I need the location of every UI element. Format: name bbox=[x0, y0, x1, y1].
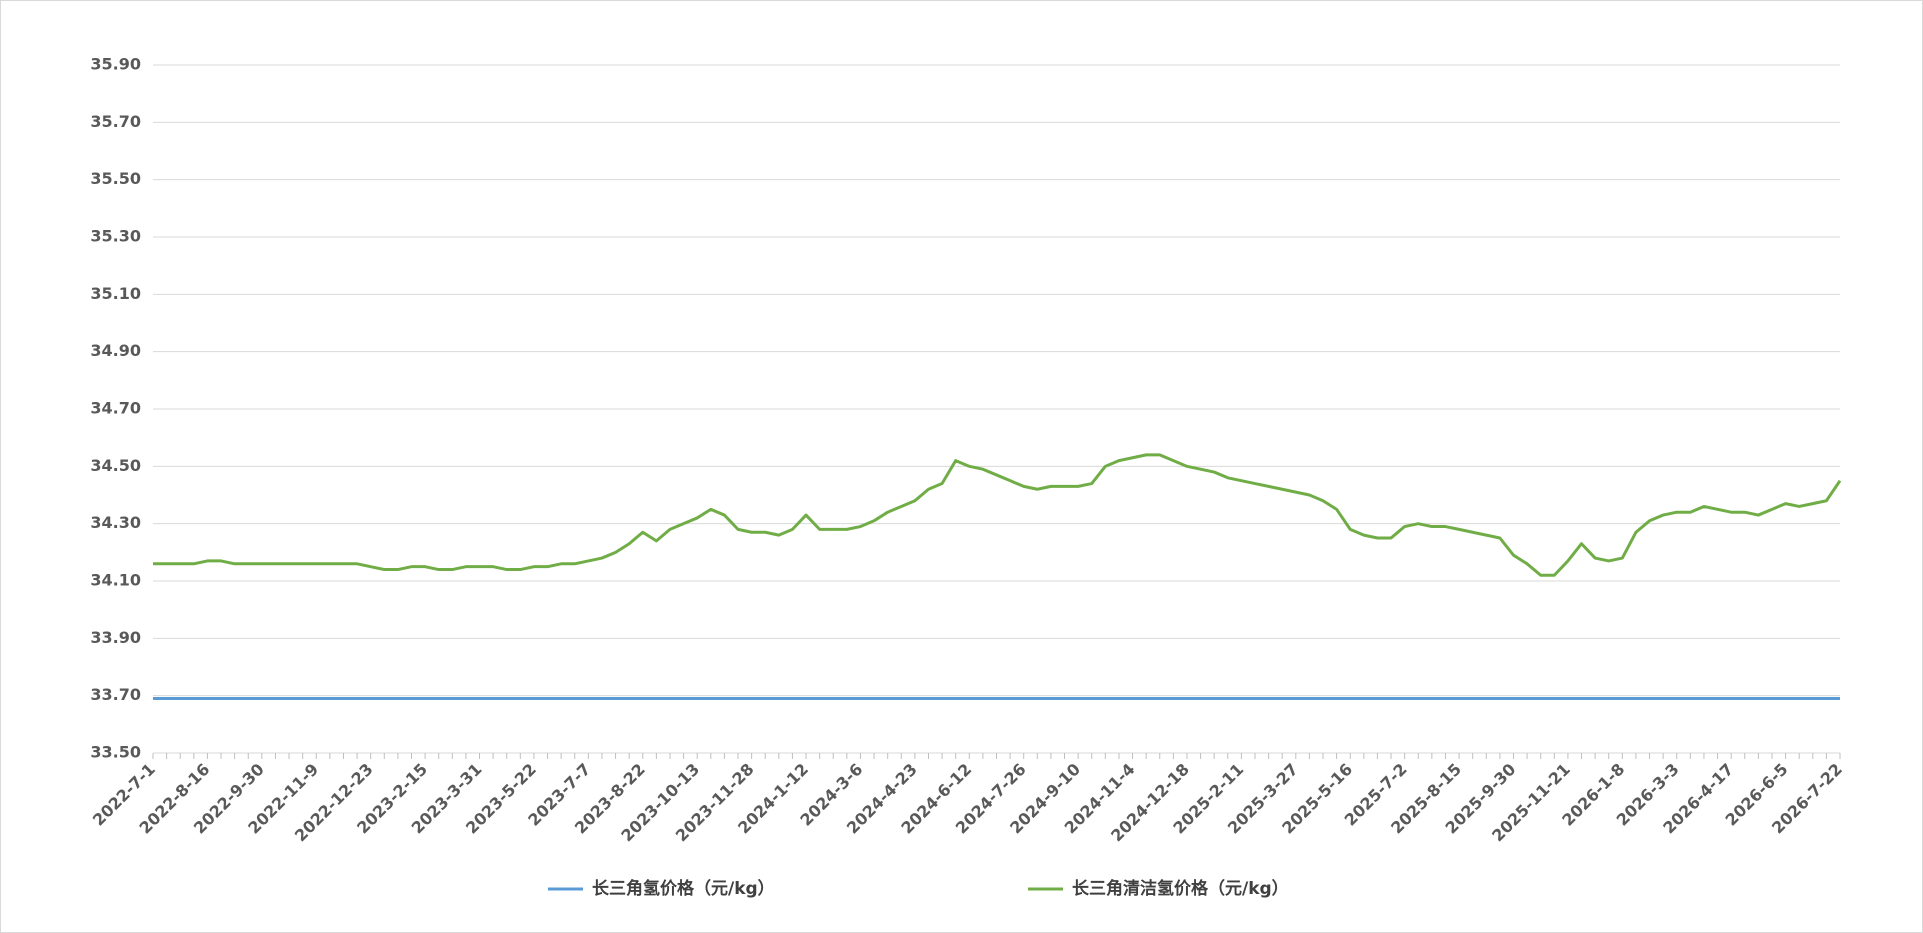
y-tick-label: 34.10 bbox=[90, 571, 141, 590]
y-tick-label: 34.90 bbox=[90, 341, 141, 360]
y-tick-label: 33.70 bbox=[90, 685, 141, 704]
y-tick-label: 35.90 bbox=[90, 55, 141, 74]
series-line bbox=[153, 453, 1842, 577]
y-tick-label: 35.50 bbox=[90, 169, 141, 188]
y-tick-label: 33.50 bbox=[90, 743, 141, 762]
y-tick-label: 34.30 bbox=[90, 513, 141, 532]
y-tick-label: 33.90 bbox=[90, 628, 141, 647]
y-tick-label: 35.30 bbox=[90, 227, 141, 246]
y-tick-label: 34.50 bbox=[90, 456, 141, 475]
y-tick-label: 35.10 bbox=[90, 284, 141, 303]
legend-label: 长三角氢价格（元/kg） bbox=[592, 878, 775, 899]
y-tick-label: 35.70 bbox=[90, 112, 141, 131]
legend-label: 长三角清洁氢价格（元/kg） bbox=[1072, 878, 1289, 899]
y-tick-label: 34.70 bbox=[90, 399, 141, 418]
